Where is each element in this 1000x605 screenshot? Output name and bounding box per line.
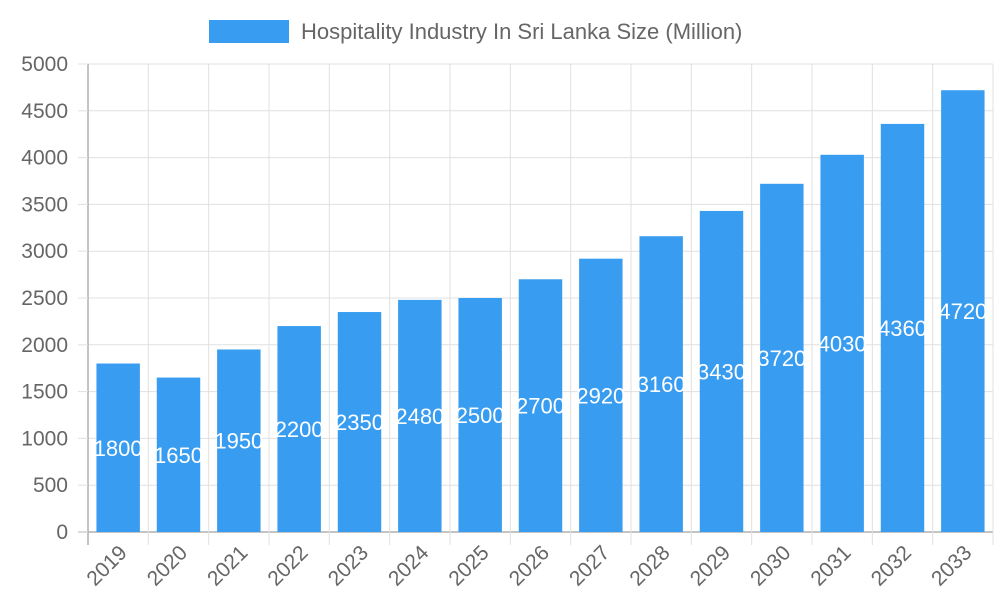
bar-2029	[699, 210, 744, 532]
data-label-2028: 3160	[637, 372, 686, 397]
data-label-2032: 4360	[878, 316, 927, 341]
bars	[96, 90, 985, 533]
y-tick-label: 2500	[21, 287, 68, 310]
x-tick-label: 2029	[686, 541, 735, 590]
bar-2028	[639, 236, 683, 532]
data-labels: 1800 1650 1950 2200 2350 2480 2500 2700 2920 3160…	[94, 299, 988, 468]
y-tick-label: 2000	[21, 334, 68, 357]
x-tick-label: 2021	[203, 541, 252, 590]
data-label-2021: 1950	[214, 429, 263, 454]
bar-2026	[518, 279, 563, 532]
data-label-2020: 1650	[154, 443, 203, 468]
x-tick-label: 2023	[324, 541, 373, 590]
x-tick-label: 2028	[625, 541, 674, 590]
y-tick-label: 500	[33, 474, 68, 497]
y-tick-label: 3000	[21, 240, 68, 263]
data-label-2026: 2700	[516, 394, 565, 419]
x-tick-label: 2027	[565, 541, 614, 590]
bar-2020	[156, 377, 201, 532]
x-tick-label: 2025	[444, 541, 493, 590]
bar-2032	[880, 123, 925, 533]
x-tick-label: 2019	[82, 541, 131, 590]
data-label-2023: 2350	[335, 410, 384, 435]
x-tick-label: 2024	[384, 541, 434, 591]
bar-2025	[458, 298, 502, 532]
data-label-2031: 4030	[818, 331, 867, 356]
x-tick-label: 2020	[143, 541, 192, 590]
data-label-2024: 2480	[395, 404, 444, 429]
bar-2033	[941, 90, 985, 532]
x-tick-label: 2031	[806, 541, 855, 590]
data-label-2019: 1800	[94, 436, 143, 461]
data-label-2027: 2920	[576, 383, 625, 408]
bar-2031	[820, 154, 864, 533]
bar-2021	[217, 349, 261, 532]
y-tick-label: 5000	[21, 53, 68, 76]
x-tick-label: 2022	[263, 541, 312, 590]
y-tick-label: 1500	[21, 381, 68, 404]
x-tick-label: 2033	[927, 541, 976, 590]
y-tick-label: 0	[56, 521, 68, 544]
y-tick-label: 4000	[21, 147, 68, 170]
bar-2024	[398, 299, 442, 532]
bar-2022	[277, 326, 321, 532]
data-label-2022: 2200	[275, 417, 324, 442]
bar-2027	[579, 258, 623, 532]
bar-2019	[96, 363, 140, 532]
x-tick-label: 2032	[867, 541, 916, 590]
grid	[78, 63, 994, 545]
legend-swatch	[209, 20, 289, 43]
legend-label: Hospitality Industry In Sri Lanka Size (…	[301, 19, 742, 44]
x-tick-label: 2026	[505, 541, 554, 590]
bar-2030	[760, 183, 804, 533]
data-label-2029: 3430	[697, 359, 746, 384]
x-axis: 2019 2020 2021 2022 2023 2024 2025 2026 2027 2028…	[82, 541, 976, 591]
data-label-2030: 3720	[757, 346, 806, 371]
legend[interactable]: Hospitality Industry In Sri Lanka Size (…	[209, 19, 742, 44]
y-tick-label: 3500	[21, 193, 68, 216]
y-tick-label: 1000	[21, 427, 68, 450]
data-label-2025: 2500	[456, 403, 505, 428]
data-label-2033: 4720	[938, 299, 987, 324]
y-tick-label: 4500	[21, 100, 68, 123]
bar-2023	[337, 312, 382, 532]
x-tick-label: 2030	[746, 541, 795, 590]
y-axis: 0 500 1000 1500 2000 2500 3000 3500 4000 4500 5000	[21, 53, 88, 544]
